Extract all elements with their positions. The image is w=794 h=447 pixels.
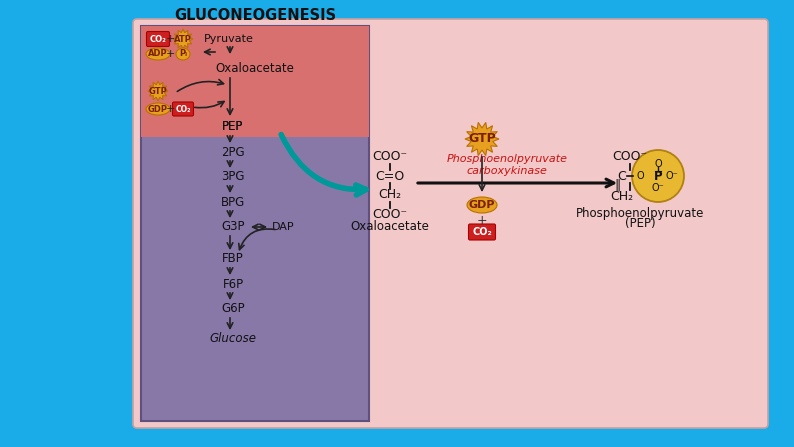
Text: CH₂: CH₂ xyxy=(611,190,634,202)
Ellipse shape xyxy=(146,103,170,115)
Polygon shape xyxy=(465,122,499,156)
Text: Phosphoenolpyruvate: Phosphoenolpyruvate xyxy=(576,207,704,219)
FancyBboxPatch shape xyxy=(468,224,495,240)
Text: Oxaloacetate: Oxaloacetate xyxy=(215,63,295,76)
Text: O: O xyxy=(636,171,644,181)
FancyBboxPatch shape xyxy=(141,26,369,421)
Text: G3P: G3P xyxy=(222,220,245,233)
Text: 2PG: 2PG xyxy=(222,146,245,159)
Text: GLUCONEOGENESIS: GLUCONEOGENESIS xyxy=(174,8,336,22)
Polygon shape xyxy=(148,81,168,101)
Text: PEP: PEP xyxy=(222,121,244,134)
FancyBboxPatch shape xyxy=(141,26,369,137)
Text: Pᵢ: Pᵢ xyxy=(179,50,187,59)
Text: O: O xyxy=(654,159,662,169)
Text: Phosphoenolpyruvate: Phosphoenolpyruvate xyxy=(446,154,568,164)
Text: ADP: ADP xyxy=(148,50,168,59)
Text: (PEP): (PEP) xyxy=(625,218,655,231)
Text: ‖: ‖ xyxy=(615,178,621,191)
Text: C: C xyxy=(618,169,626,182)
Ellipse shape xyxy=(176,48,190,60)
Text: +: + xyxy=(476,215,488,228)
Text: PEP: PEP xyxy=(222,121,244,134)
Text: Oxaloacetate: Oxaloacetate xyxy=(351,220,430,233)
Text: COO⁻: COO⁻ xyxy=(372,207,407,220)
Text: F6P: F6P xyxy=(222,278,244,291)
Text: CO₂: CO₂ xyxy=(175,105,191,114)
Polygon shape xyxy=(173,29,193,49)
Text: Glucose: Glucose xyxy=(210,333,256,346)
FancyBboxPatch shape xyxy=(133,19,768,428)
Text: +: + xyxy=(165,49,175,59)
Text: GDP: GDP xyxy=(468,200,495,210)
Text: CH₂: CH₂ xyxy=(379,189,402,202)
Text: P: P xyxy=(653,169,662,182)
Circle shape xyxy=(632,150,684,202)
Text: FBP: FBP xyxy=(222,253,244,266)
Text: +: + xyxy=(165,104,175,114)
Text: 3PG: 3PG xyxy=(222,170,245,184)
Ellipse shape xyxy=(467,197,497,213)
Text: G6P: G6P xyxy=(222,303,245,316)
Text: CO₂: CO₂ xyxy=(149,34,167,43)
Text: O⁻: O⁻ xyxy=(652,183,665,193)
FancyBboxPatch shape xyxy=(147,31,169,46)
Text: +: + xyxy=(165,34,175,44)
Text: ATP: ATP xyxy=(174,34,192,43)
Text: GTP: GTP xyxy=(468,132,496,146)
Text: DAP: DAP xyxy=(272,222,295,232)
Text: COO⁻: COO⁻ xyxy=(372,151,407,164)
Ellipse shape xyxy=(146,48,170,60)
Text: COO⁻: COO⁻ xyxy=(612,151,648,164)
Text: GDP: GDP xyxy=(148,105,168,114)
Text: CO₂: CO₂ xyxy=(472,227,491,237)
Text: carboxykinase: carboxykinase xyxy=(467,166,547,176)
FancyBboxPatch shape xyxy=(172,102,194,116)
Text: Pyruvate: Pyruvate xyxy=(204,34,254,44)
Text: C=O: C=O xyxy=(376,169,405,182)
Text: O⁻: O⁻ xyxy=(665,171,678,181)
Text: BPG: BPG xyxy=(221,195,245,208)
Text: GTP: GTP xyxy=(148,87,168,96)
